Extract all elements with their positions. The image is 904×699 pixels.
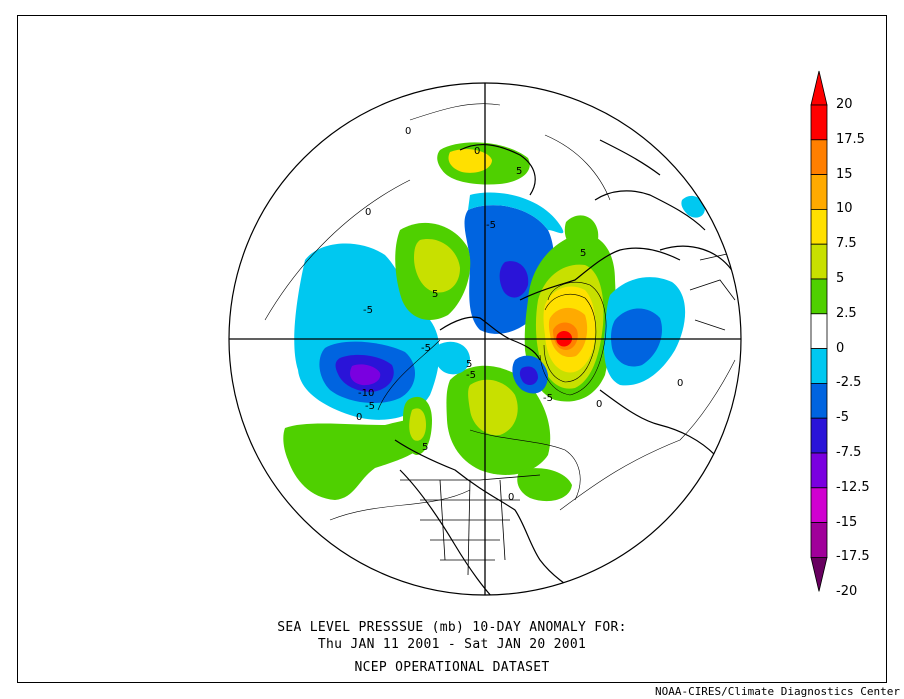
colorbar-tick-label: 5	[836, 271, 845, 286]
contour-label: 5	[466, 359, 472, 370]
contour-label-group: 0 0 0 -5 5 5 5 -5 -5 -5 -10 -5 0 5 -5 0 …	[356, 126, 683, 503]
colorbar-arrow-top	[810, 70, 828, 106]
contour-label: 0	[677, 378, 683, 389]
colorbar-segment	[810, 278, 828, 315]
colorbar-segment	[810, 417, 828, 454]
contour-label: -5	[363, 305, 373, 316]
contour-label: 0	[508, 492, 514, 503]
colorbar-tick-label: -15	[836, 514, 858, 530]
colorbar-tick-label: 7.5	[836, 236, 857, 252]
contour-label: -5	[466, 370, 476, 381]
contour-label: 0	[356, 412, 362, 423]
contour-label: 0	[365, 207, 371, 218]
colorbar-tick-label: -17.5	[836, 549, 870, 565]
anomaly-region-bering-minus	[434, 341, 470, 375]
colorbar-tick-label: 10	[836, 201, 853, 217]
anomaly-region-asia-deep	[611, 308, 662, 367]
colorbar-arrow-bottom	[810, 557, 828, 592]
contour-label: 5	[516, 166, 522, 177]
colorbar-tick-label: 20	[836, 97, 853, 112]
contour-label: 0	[596, 399, 602, 410]
colorbar-segment	[810, 139, 828, 176]
contour-label: 5	[422, 442, 428, 453]
colorbar-tick-label: 2.5	[836, 305, 857, 321]
contour-label: -5	[543, 393, 553, 404]
anomaly-region-canada-inner	[468, 379, 518, 436]
colorbar-tick-label: 17.5	[836, 131, 865, 147]
credit-text: NOAA-CIRES/Climate Diagnostics Center	[654, 685, 900, 698]
contour-label: -10	[358, 388, 374, 399]
anomaly-region-pacific-min	[350, 364, 381, 386]
colorbar-segment	[810, 487, 828, 523]
anomaly-region-nw-us-inner	[409, 408, 426, 441]
title-line-1: SEA LEVEL PRESSSUE (mb) 10-DAY ANOMALY F…	[277, 620, 627, 635]
colorbar-tick-label: -2.5	[836, 375, 862, 391]
anomaly-region-atlantic-green	[517, 468, 572, 502]
contour-lines	[264, 103, 736, 521]
contour-label: 5	[432, 289, 438, 300]
colorbar-tick-label: -12.5	[836, 479, 870, 495]
colorbar-segment	[810, 243, 828, 280]
colorbar-segment	[810, 313, 828, 349]
anomaly-region-np-green	[283, 420, 429, 500]
anomaly-region-hudson-core	[519, 366, 538, 386]
colorbar	[810, 70, 828, 592]
contour-label: 0	[474, 146, 480, 157]
anomaly-region-greenland-inner	[448, 149, 492, 173]
colorbar-segment	[810, 522, 828, 558]
anomaly-region-arctic-core	[499, 261, 529, 298]
colorbar-tick-label: 0	[836, 340, 845, 356]
anomaly-region-arctic-light	[468, 192, 564, 234]
colorbar-tick-label: -5	[836, 410, 849, 426]
colorbar-tick-label: -20	[836, 584, 858, 600]
colorbar-segment	[810, 452, 828, 489]
colorbar-tick-label: 15	[836, 166, 853, 182]
plot-frame	[17, 15, 887, 683]
coastlines	[394, 139, 736, 595]
contour-label: -5	[486, 220, 496, 231]
colorbar-segment	[810, 208, 828, 245]
colorbar-segment	[810, 348, 828, 384]
contour-label: -5	[421, 343, 431, 354]
title-line-2: Thu JAN 11 2001 - Sat JAN 20 2001	[317, 637, 587, 652]
title-line-3: NCEP OPERATIONAL DATASET	[354, 660, 550, 675]
contour-label: -5	[365, 401, 375, 412]
anomaly-region-alaska-inner	[414, 239, 460, 293]
contour-label: 5	[580, 248, 586, 259]
anomaly-region-asia-small	[681, 195, 705, 218]
anomaly-region-scandinavia	[564, 215, 599, 253]
colorbar-segment	[810, 104, 828, 141]
colorbar-segment	[810, 382, 828, 419]
contour-label: 0	[405, 126, 411, 137]
colorbar-tick-label: -7.5	[836, 445, 862, 460]
colorbar-segment	[810, 174, 828, 210]
